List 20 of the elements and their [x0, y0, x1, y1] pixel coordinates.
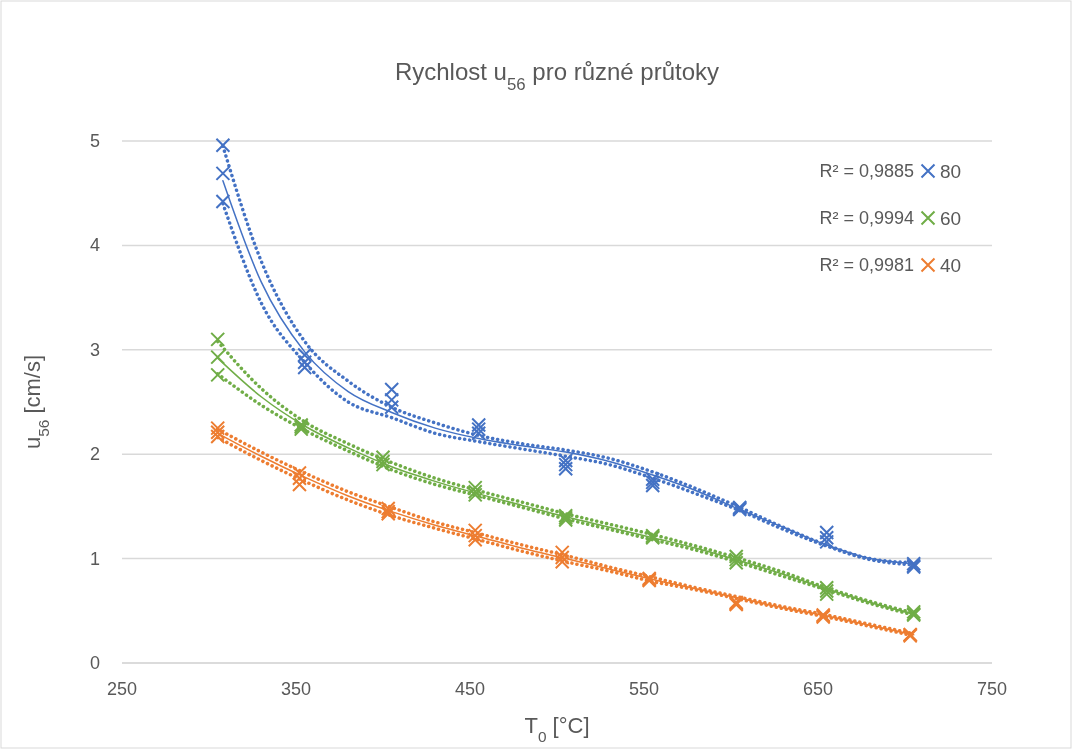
legend-label: 80: [940, 161, 962, 182]
y-tick-label: 5: [89, 131, 100, 151]
x-tick-label: 550: [628, 679, 660, 699]
x-tick-label: 350: [280, 679, 312, 699]
y-tick-label: 1: [89, 548, 100, 569]
x-tick-label: 750: [976, 679, 1008, 699]
x-tick-label: 450: [454, 679, 486, 699]
y-tick-label: 3: [89, 339, 100, 360]
annotation: R² = 0,9885: [819, 161, 914, 181]
x-tick-label: 250: [106, 679, 138, 699]
y-tick-label: 0: [89, 653, 100, 673]
x-axis-title: T$_{0}$ [°C]: [524, 713, 590, 745]
annotation: R² = 0,9981: [819, 255, 914, 275]
annotation: R² = 0,9994: [819, 208, 914, 228]
x-tick-label: 650: [802, 679, 834, 699]
legend-label: 40: [940, 255, 962, 276]
y-tick-label: 4: [89, 235, 100, 256]
legend-label: 60: [940, 208, 962, 229]
y-tick-label: 2: [89, 444, 100, 465]
chart-title: Rychlost u$_{56}$ pro různé průtoky: [394, 58, 720, 94]
